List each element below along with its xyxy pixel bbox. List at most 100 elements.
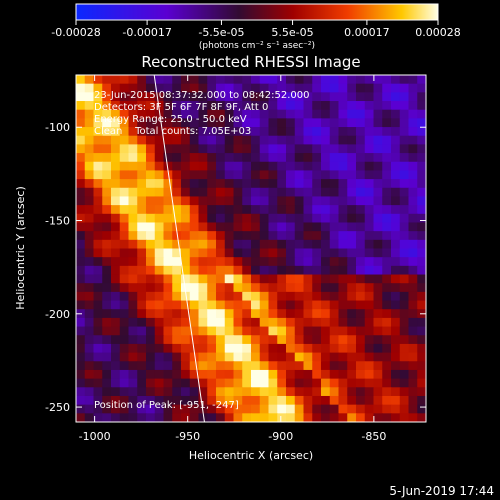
heatmap-cell — [137, 75, 147, 85]
heatmap-cell — [233, 231, 243, 241]
heatmap-cell — [391, 101, 401, 111]
heatmap-cell — [338, 395, 348, 406]
heatmap-cell — [198, 283, 208, 293]
heatmap-cell — [242, 170, 252, 180]
heatmap-cell — [76, 205, 86, 215]
heatmap-cell — [198, 361, 208, 371]
heatmap-cell — [286, 378, 296, 388]
heatmap-cell — [356, 196, 366, 206]
heatmap-cell — [303, 83, 313, 93]
heatmap-cell — [198, 196, 208, 206]
heatmap-cell — [399, 265, 410, 276]
heatmap-cell — [242, 343, 252, 354]
heatmap-cell — [329, 404, 340, 414]
heatmap-cell — [399, 317, 410, 328]
heatmap-cell — [268, 222, 278, 232]
heatmap-cell — [93, 118, 103, 128]
heatmap-cell — [373, 309, 383, 319]
heatmap-cell — [303, 75, 313, 85]
heatmap-cell — [303, 127, 313, 137]
heatmap-cell — [198, 248, 208, 258]
heatmap-cell — [207, 92, 217, 102]
heatmap-cell — [93, 291, 103, 302]
heatmap-cell — [224, 309, 235, 319]
heatmap-cell — [277, 291, 287, 302]
heatmap-cell — [154, 92, 165, 102]
heatmap-cell — [382, 161, 392, 172]
heatmap-cell — [111, 83, 121, 93]
heatmap-cell — [277, 265, 287, 276]
heatmap-cell — [137, 161, 147, 172]
heatmap-cell — [391, 205, 401, 215]
heatmap-cell — [382, 75, 392, 85]
heatmap-cell — [216, 170, 226, 180]
heatmap-cell — [207, 326, 217, 336]
annotation-detectors: Detectors: 3F 5F 6F 7F 8F 9F, Att 0 — [94, 102, 268, 113]
heatmap-cell — [216, 118, 226, 128]
heatmap-cell — [233, 161, 243, 172]
heatmap-cell — [417, 257, 426, 267]
heatmap-cell — [119, 326, 130, 336]
heatmap-cell — [303, 170, 313, 180]
plot-frame — [75, 74, 427, 423]
heatmap-cell — [76, 387, 86, 397]
heatmap-cell — [277, 222, 287, 232]
heatmap-cell — [338, 153, 348, 163]
heatmap-cell — [417, 205, 426, 215]
heatmap-cell — [277, 300, 287, 310]
heatmap-cell — [364, 335, 375, 345]
heatmap-cell — [102, 135, 112, 145]
heatmap-cell — [102, 326, 112, 336]
heatmap-cell — [172, 283, 182, 293]
heatmap-cell — [338, 222, 348, 232]
heatmap-cell — [277, 118, 287, 128]
heatmap-cell — [119, 369, 130, 380]
heatmap-cell — [329, 135, 340, 145]
heatmap-cell — [216, 317, 226, 328]
heatmap-cell — [84, 92, 95, 102]
heatmap-cell — [119, 257, 130, 267]
heatmap-cell — [277, 92, 287, 102]
heatmap-cell — [128, 144, 138, 154]
heatmap-cell — [163, 378, 173, 388]
heatmap-cell — [198, 352, 208, 362]
heatmap-cell — [207, 118, 217, 128]
heatmap-cell — [189, 135, 200, 145]
heatmap-cell — [119, 274, 130, 284]
heatmap-cell — [329, 127, 340, 137]
heatmap-cell — [146, 257, 156, 267]
heatmap-cell — [277, 326, 287, 336]
colorbar-units-label: (photons cm⁻² s⁻¹ asec⁻²) — [199, 41, 315, 51]
heatmap-cell — [233, 213, 243, 224]
heatmap-cell — [233, 404, 243, 414]
heatmap-cell — [102, 179, 112, 189]
heatmap-cell — [189, 404, 200, 414]
heatmap-cell — [321, 274, 331, 284]
heatmap-cell — [303, 343, 313, 354]
heatmap-cell — [119, 335, 130, 345]
heatmap-cell — [259, 335, 270, 345]
heatmap-cell — [137, 196, 147, 206]
heatmap-cell — [189, 326, 200, 336]
heatmap-cell — [286, 257, 296, 267]
heatmap-cell — [347, 92, 357, 102]
heatmap-cell — [391, 179, 401, 189]
heatmap-cell — [408, 75, 418, 85]
heatmap-cell — [356, 179, 366, 189]
heatmap-cell — [163, 283, 173, 293]
heatmap-cell — [84, 361, 95, 371]
heatmap-cell — [391, 404, 401, 414]
heatmap-cell — [128, 404, 138, 414]
heatmap-cell — [294, 265, 305, 276]
heatmap-cell — [146, 248, 156, 258]
heatmap-cell — [207, 378, 217, 388]
heatmap-cell — [286, 248, 296, 258]
heatmap-cell — [417, 231, 426, 241]
heatmap-cell — [146, 300, 156, 310]
heatmap-cell — [417, 248, 426, 258]
heatmap-cell — [251, 265, 261, 276]
heatmap-cell — [347, 109, 357, 119]
heatmap-cell — [286, 144, 296, 154]
heatmap-cell — [321, 387, 331, 397]
heatmap-cell — [373, 144, 383, 154]
